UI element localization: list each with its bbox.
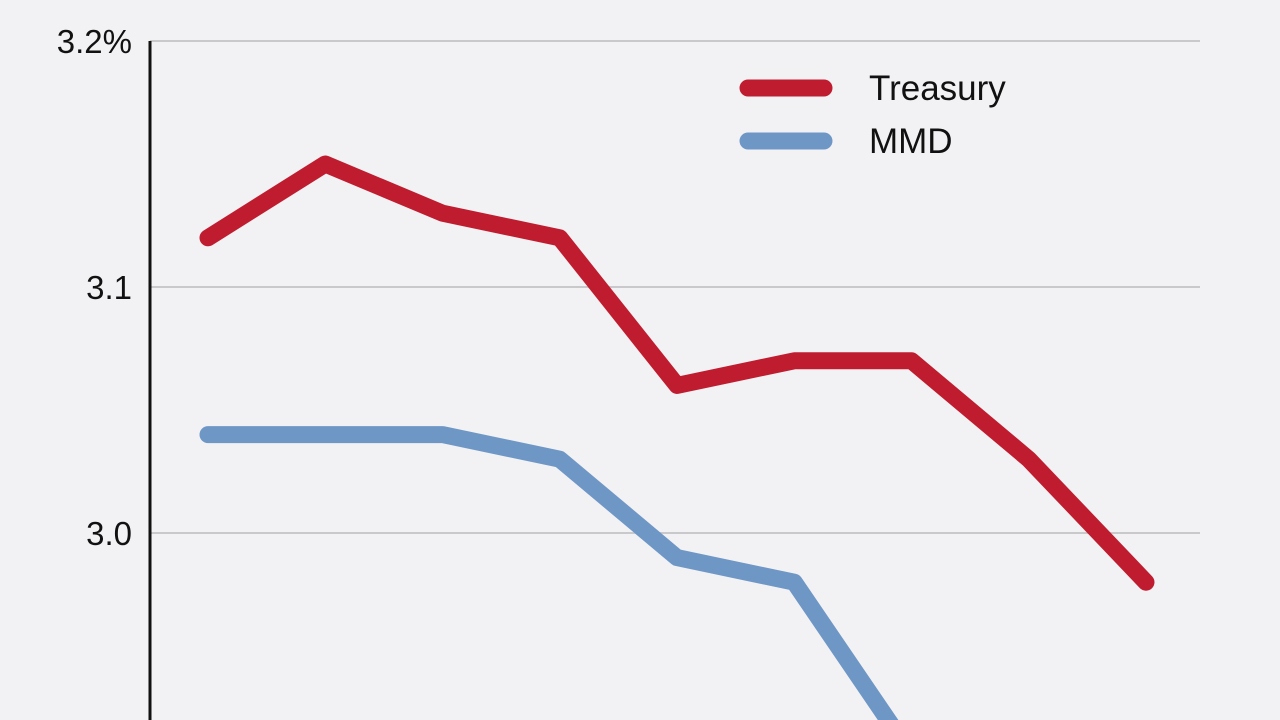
series-lines — [199, 155, 1155, 720]
legend: Treasury MMD — [739, 69, 1006, 161]
y-tick-labels: 3.2% 3.1 3.0 — [57, 23, 132, 552]
legend-label-treasury: Treasury — [869, 69, 1006, 108]
y-tick-label: 3.2% — [57, 23, 132, 60]
gridlines — [150, 40, 1200, 534]
series-line-treasury — [199, 155, 1155, 591]
y-tick-label: 3.0 — [86, 515, 132, 552]
series-line-mmd — [199, 426, 899, 720]
y-tick-label: 3.1 — [86, 269, 132, 306]
legend-label-mmd: MMD — [869, 122, 953, 161]
